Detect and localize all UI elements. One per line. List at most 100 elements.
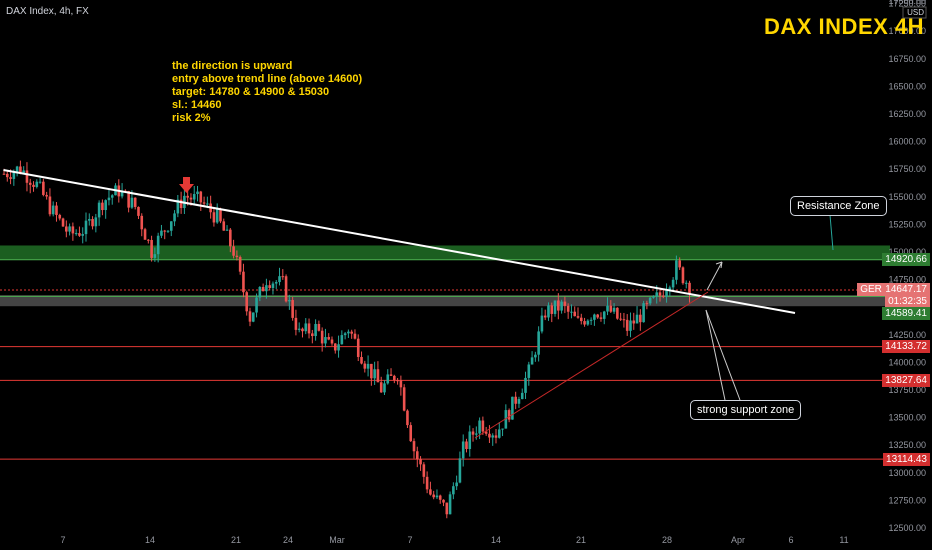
x-tick-label: 14 bbox=[491, 535, 501, 545]
candle-body bbox=[127, 191, 130, 208]
candle-body bbox=[563, 301, 567, 306]
candle-body bbox=[609, 305, 613, 312]
candle-body bbox=[153, 254, 157, 258]
candle-body bbox=[189, 197, 193, 200]
candle-body bbox=[32, 184, 35, 187]
candle-body bbox=[396, 380, 399, 382]
candle-body bbox=[156, 235, 160, 255]
candle-body bbox=[553, 300, 557, 314]
candle-body bbox=[137, 206, 140, 216]
candle-body bbox=[497, 429, 501, 438]
currency-label: USD bbox=[907, 8, 924, 17]
candle-body bbox=[579, 317, 583, 322]
candle-body bbox=[327, 337, 331, 340]
x-tick-label: 24 bbox=[283, 535, 293, 545]
candle-body bbox=[320, 330, 324, 344]
candle-body bbox=[25, 170, 29, 183]
candle-body bbox=[468, 431, 472, 449]
price-badge-level2: 13827.64 bbox=[882, 374, 930, 387]
candle-body bbox=[274, 282, 278, 284]
x-tick-label: 11 bbox=[839, 535, 848, 545]
candle-body bbox=[101, 202, 104, 211]
candle-body bbox=[215, 209, 219, 223]
candle-body bbox=[625, 319, 629, 331]
candle-body bbox=[78, 233, 81, 236]
candle-body bbox=[668, 287, 672, 291]
candle-body bbox=[688, 282, 691, 295]
candle-body bbox=[35, 181, 39, 187]
candle-body bbox=[22, 170, 25, 173]
candle-body bbox=[307, 323, 311, 334]
candle-body bbox=[2, 173, 6, 175]
y-tick-label: 13250.00 bbox=[888, 440, 926, 450]
candle-body bbox=[415, 451, 419, 460]
candle-body bbox=[271, 283, 275, 289]
candle-body bbox=[42, 181, 45, 195]
candle-body bbox=[173, 213, 176, 222]
candle-body bbox=[422, 464, 426, 477]
candle-body bbox=[366, 363, 370, 369]
candle-body bbox=[343, 333, 347, 336]
candle-body bbox=[511, 396, 514, 420]
candle-body bbox=[150, 239, 153, 258]
candle-body bbox=[294, 317, 298, 330]
candle-body bbox=[524, 377, 527, 393]
candle-body bbox=[429, 489, 432, 495]
candle-body bbox=[265, 285, 268, 292]
y-tick-label: 16000.00 bbox=[888, 137, 926, 147]
candle-body bbox=[255, 297, 258, 313]
candle-body bbox=[376, 369, 380, 383]
y-tick-label: 17500.00 bbox=[888, 0, 926, 6]
candle-body bbox=[242, 271, 245, 293]
candle-body bbox=[340, 335, 344, 345]
candle-body bbox=[370, 363, 373, 379]
note-line: sl.: 14460 bbox=[172, 99, 222, 111]
candle-body bbox=[192, 194, 196, 200]
resistance-zone bbox=[0, 245, 890, 260]
candle-body bbox=[432, 494, 435, 498]
y-tick-label: 13750.00 bbox=[888, 385, 926, 395]
candle-body bbox=[602, 311, 606, 319]
candle-body bbox=[379, 382, 383, 393]
candle-body bbox=[596, 314, 599, 318]
support-zone bbox=[0, 295, 890, 307]
y-tick-label: 15000.00 bbox=[888, 247, 926, 257]
price-badge-resistance: 14920.66 bbox=[882, 253, 930, 266]
note-line: entry above trend line (above 14600) bbox=[172, 73, 363, 85]
candle-body bbox=[15, 166, 19, 172]
candle-body bbox=[425, 476, 429, 490]
candle-body bbox=[219, 209, 222, 222]
note-line: target: 14780 & 14900 & 15030 bbox=[172, 86, 330, 98]
x-tick-label: 14 bbox=[145, 535, 155, 545]
x-tick-label: Apr bbox=[731, 535, 745, 545]
candle-body bbox=[176, 199, 180, 214]
candle-body bbox=[350, 331, 353, 334]
candle-body bbox=[248, 311, 252, 322]
candle-body bbox=[471, 431, 475, 435]
candle-body bbox=[645, 303, 649, 305]
candle-body bbox=[560, 301, 563, 311]
candle-body bbox=[55, 205, 58, 215]
candle-body bbox=[642, 303, 645, 323]
x-tick-label: 21 bbox=[576, 535, 586, 545]
candle-body bbox=[166, 230, 170, 232]
y-tick-label: 13000.00 bbox=[888, 468, 926, 478]
down-arrow-marker bbox=[179, 177, 194, 193]
y-tick-label: 16750.00 bbox=[888, 54, 926, 64]
candle-body bbox=[599, 317, 603, 319]
candle-body bbox=[28, 182, 32, 185]
candle-body bbox=[517, 399, 521, 404]
candle-body bbox=[589, 319, 593, 321]
candle-body bbox=[245, 292, 249, 312]
candle-body bbox=[71, 226, 75, 234]
candle-body bbox=[665, 290, 668, 297]
candle-body bbox=[448, 494, 452, 515]
candle-body bbox=[530, 357, 534, 365]
price-badge-level1: 14133.72 bbox=[882, 340, 930, 353]
note-line: the direction is upward bbox=[172, 60, 293, 72]
note-line: risk 2% bbox=[172, 112, 211, 124]
candle-body bbox=[438, 495, 442, 500]
candle-body bbox=[622, 319, 626, 321]
candle-body bbox=[412, 441, 416, 452]
candle-body bbox=[333, 343, 337, 351]
